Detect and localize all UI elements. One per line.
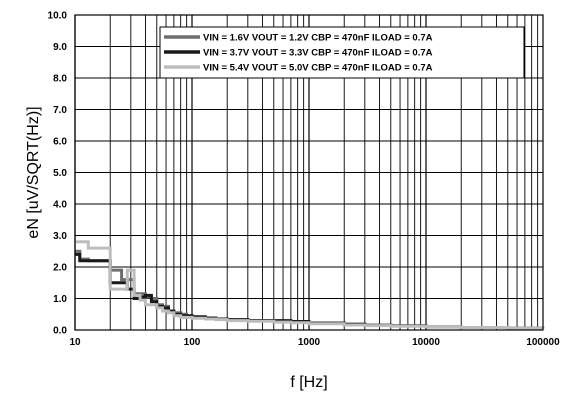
y-axis-label: eN [uV/SQRT(Hz)]: [25, 106, 42, 238]
x-tick-label: 100000: [526, 337, 560, 348]
y-tick-labels: 0.0 1.0 2.0 3.0 4.0 5.0 6.0 7.0 8.0 9.0 10.0: [48, 11, 68, 337]
legend: VIN = 1.6V VOUT = 1.2V CBP = 470nF ILOAD…: [159, 26, 525, 79]
legend-label: VIN = 1.6V VOUT = 1.2V CBP = 470nF ILOAD…: [203, 33, 433, 44]
y-tick-label: 2.0: [53, 263, 67, 274]
y-tick-label: 10.0: [48, 11, 68, 22]
x-tick-label: 10: [69, 337, 81, 348]
x-tick-label: 1000: [298, 337, 321, 348]
series-lines: [75, 240, 545, 330]
x-tick-label: 100: [184, 337, 201, 348]
x-tick-labels: 10 100 1000 10000 100000: [69, 337, 560, 348]
series-line-3: [75, 240, 545, 330]
y-tick-label: 8.0: [53, 74, 67, 85]
y-tick-label: 1.0: [53, 294, 67, 305]
legend-label: VIN = 5.4V VOUT = 5.0V CBP = 470nF ILOAD…: [203, 63, 433, 74]
y-tick-label: 5.0: [53, 168, 67, 179]
legend-box: [159, 26, 525, 79]
x-tick-label: 10000: [412, 337, 440, 348]
y-tick-label: 3.0: [53, 231, 67, 242]
y-tick-label: 9.0: [53, 42, 67, 53]
y-tick-label: 4.0: [53, 200, 67, 211]
y-tick-label: 7.0: [53, 105, 67, 116]
legend-label: VIN = 3.7V VOUT = 3.3V CBP = 470nF ILOAD…: [203, 48, 433, 59]
y-tick-label: 6.0: [53, 137, 67, 148]
x-axis-label: f [Hz]: [290, 374, 327, 391]
y-tick-label: 0.0: [53, 326, 67, 337]
plot-frame: [74, 14, 544, 331]
